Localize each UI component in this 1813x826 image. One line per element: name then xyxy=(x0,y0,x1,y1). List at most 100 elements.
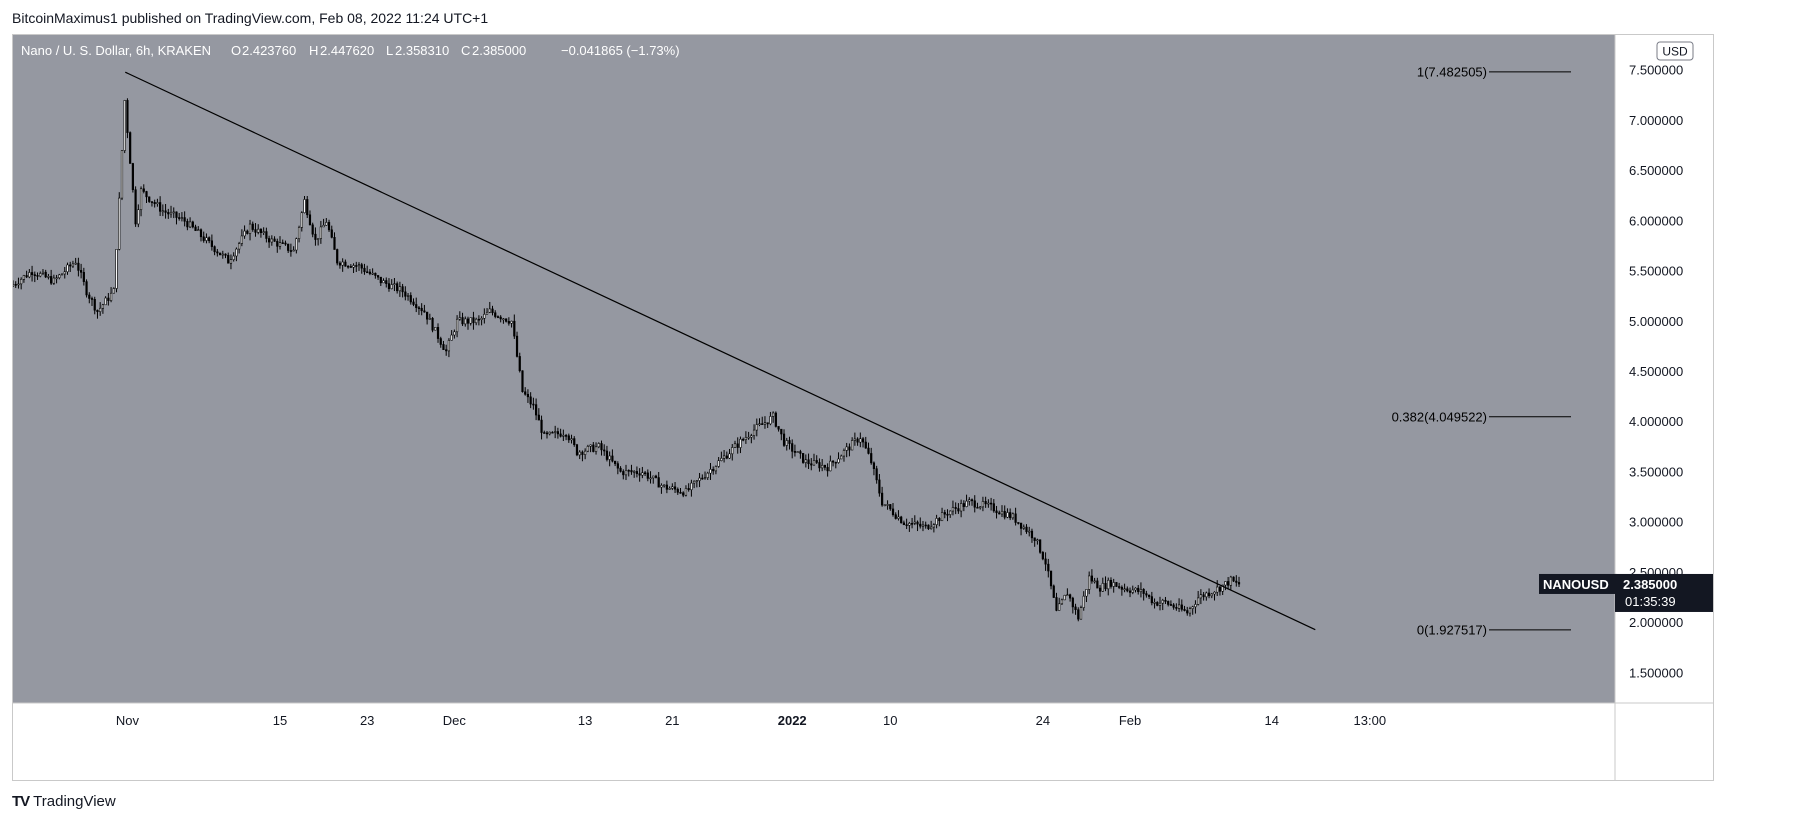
candle-body xyxy=(739,438,742,448)
candle-body xyxy=(965,500,968,507)
candle-body xyxy=(562,435,565,437)
candle-body xyxy=(338,262,342,266)
candle-body xyxy=(450,334,453,341)
candle-body xyxy=(1161,599,1164,604)
candle-body xyxy=(22,275,25,280)
candle-body xyxy=(434,327,437,331)
candles-group xyxy=(13,98,1241,622)
candle-body xyxy=(453,331,456,336)
y-tick-label: 3.500000 xyxy=(1629,464,1683,479)
candle-body xyxy=(398,286,401,292)
candle-body xyxy=(807,459,810,465)
candle-body xyxy=(317,238,320,240)
candle-body xyxy=(992,503,995,512)
y-tick-label: 4.500000 xyxy=(1629,364,1683,379)
candle-body xyxy=(88,294,91,299)
candle-body xyxy=(112,288,115,294)
candle-body xyxy=(1066,594,1069,597)
candle-body xyxy=(1090,575,1093,582)
chart-frame: 1(7.482505) 0.382(4.049522) 0(1.927517) Na… xyxy=(12,34,1714,781)
candle-body xyxy=(554,431,557,433)
candle-body xyxy=(352,265,355,268)
candle-body xyxy=(1213,591,1216,595)
candle-body xyxy=(1229,576,1232,586)
candle-body xyxy=(578,451,581,456)
plot-area[interactable] xyxy=(13,35,1615,703)
candle-body xyxy=(878,479,881,494)
candle-body xyxy=(297,227,301,240)
candle-body xyxy=(603,449,606,452)
candle-body xyxy=(543,432,546,434)
candle-body xyxy=(608,455,611,460)
candle-body xyxy=(548,431,551,435)
candle-body xyxy=(859,438,862,443)
candle-body xyxy=(872,462,876,469)
candle-body xyxy=(390,284,393,290)
candle-body xyxy=(881,492,884,506)
candle-body xyxy=(714,466,718,472)
candle-body xyxy=(837,458,840,463)
change-value: −0.041865 (−1.73%) xyxy=(561,43,680,58)
candle-body xyxy=(494,312,497,317)
candle-body xyxy=(619,467,622,472)
candle-body xyxy=(1014,513,1017,523)
currency-badge[interactable]: USD xyxy=(1656,41,1694,61)
candle-body xyxy=(1077,609,1080,620)
candle-body xyxy=(673,486,677,490)
candle-body xyxy=(657,477,660,488)
candle-body xyxy=(66,264,69,273)
candle-body xyxy=(439,338,442,345)
candle-body xyxy=(393,283,396,285)
candle-body xyxy=(1019,522,1023,529)
candle-body xyxy=(1000,510,1004,515)
candle-body xyxy=(638,473,641,476)
candle-body xyxy=(1207,592,1211,597)
candle-body xyxy=(567,435,570,441)
candle-body xyxy=(597,443,600,448)
candle-body xyxy=(938,518,941,522)
candle-body xyxy=(278,242,282,247)
descending-trendline[interactable] xyxy=(124,71,1316,631)
candle-body xyxy=(875,468,878,481)
candle-body xyxy=(488,308,491,313)
price-axis[interactable]: 1.5000002.0000002.5000003.0000003.500000… xyxy=(1629,63,1683,681)
candle-body xyxy=(107,297,110,301)
candle-body xyxy=(755,424,758,431)
candle-body xyxy=(845,446,848,451)
candle-body xyxy=(167,212,170,215)
candle-body xyxy=(145,191,148,198)
candle-body xyxy=(134,189,137,225)
candle-body xyxy=(240,235,243,244)
candle-body xyxy=(586,446,589,452)
candle-body xyxy=(989,502,993,505)
candle-body xyxy=(99,307,102,313)
candle-body xyxy=(968,499,971,502)
price-chart[interactable]: 1(7.482505) 0.382(4.049522) 0(1.927517) Na… xyxy=(13,35,1713,780)
candle-body xyxy=(537,414,540,421)
candle-body xyxy=(701,477,704,480)
candle-body xyxy=(867,447,870,454)
candle-body xyxy=(322,224,325,228)
candle-body xyxy=(36,275,39,277)
candle-body xyxy=(333,237,336,250)
candle-body xyxy=(870,453,873,464)
candle-body xyxy=(436,327,440,339)
candle-body xyxy=(71,263,75,267)
candle-body xyxy=(921,524,925,527)
open-value: 2.423760 xyxy=(242,43,296,58)
candle-body xyxy=(521,370,524,393)
candle-body xyxy=(426,311,429,320)
tradingview-logo[interactable]: TV TradingView xyxy=(12,793,116,810)
candle-body xyxy=(1126,588,1129,592)
candle-body xyxy=(1153,602,1156,604)
x-tick-label: 23 xyxy=(360,713,374,728)
candle-body xyxy=(472,317,475,324)
candle-body xyxy=(382,280,385,284)
candle-body xyxy=(788,440,791,444)
time-axis[interactable]: Nov 15 23 Dec 13 21 2022 10 24 Feb 14 13:00 xyxy=(116,713,1386,728)
candle-body xyxy=(785,440,788,446)
candle-body xyxy=(14,284,17,286)
currency-label: USD xyxy=(1662,45,1688,59)
candle-body xyxy=(60,273,64,276)
candle-body xyxy=(970,499,974,502)
